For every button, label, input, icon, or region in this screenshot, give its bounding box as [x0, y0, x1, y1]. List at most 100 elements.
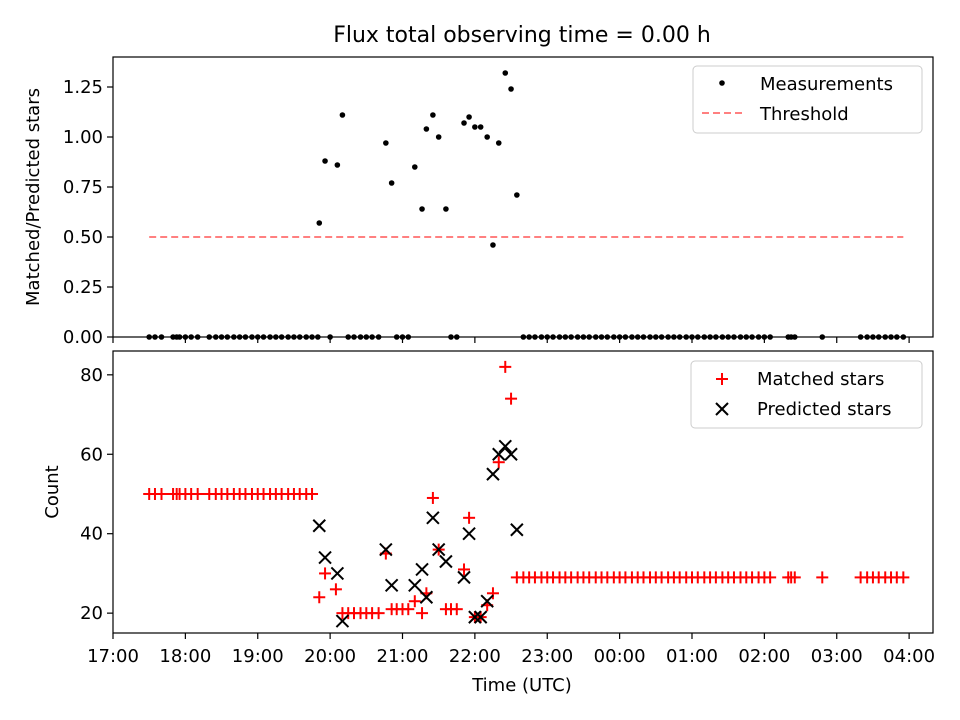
matched-star-point: [155, 487, 168, 500]
matched-legend-marker: [716, 373, 728, 385]
top-y-tick-label: 1.00: [63, 127, 103, 148]
bottom-x-tick-label: 18:00: [159, 646, 211, 667]
measurement-point: [412, 164, 418, 170]
predicted-star-point: [480, 594, 494, 608]
matched-star-point: [505, 392, 518, 405]
bottom-y-tick-label: 40: [80, 524, 103, 545]
matched-star-point: [402, 603, 415, 616]
predicted-star-point: [473, 610, 488, 624]
bottom-x-tick-label: 00:00: [594, 646, 646, 667]
matched-star-point: [499, 360, 512, 373]
measurement-point: [383, 140, 389, 146]
measurement-point: [514, 192, 520, 198]
top-plot-area: 0.00 0.25 0.50 0.75 1.00 1.25 Matched/Predict…: [23, 56, 934, 348]
matched-star-point: [408, 595, 421, 608]
matched-star-point: [463, 511, 476, 524]
matched-star-point: [450, 603, 463, 616]
matched-star-point: [486, 587, 499, 600]
measurement-point: [443, 206, 449, 212]
measurement-point: [388, 180, 395, 186]
top-chart-title: Flux total observing time = 0.00 h: [333, 23, 711, 48]
matched-star-point: [372, 607, 385, 620]
predicted-star-point: [439, 554, 453, 569]
matched-star-point: [191, 487, 204, 500]
predicted-star-point: [419, 590, 434, 604]
predicted-star-point: [462, 526, 476, 541]
matched-star-point: [313, 591, 326, 604]
legend-measurements: Measurements: [760, 74, 893, 95]
top-y-tick-label: 0.50: [63, 227, 103, 248]
top-y-axis-label: Matched/Predicted stars: [23, 88, 44, 306]
matched-star-point: [426, 491, 439, 504]
predicted-star-point: [457, 570, 471, 585]
bottom-plot-area: 20 40 60 80 17:00 18:00 19:00 20:00 21:00 22:00 2…: [42, 350, 935, 696]
bottom-x-tick-label: 17:00: [87, 646, 139, 667]
predicted-star-point: [318, 550, 332, 565]
bottom-x-tick-label: 23:00: [521, 646, 573, 667]
measurement-point: [502, 70, 509, 76]
predicted-star-point: [486, 467, 500, 481]
top-y-tick-label: 0.00: [63, 327, 103, 348]
predicted-star-point: [504, 447, 518, 461]
matched-star-point: [897, 571, 910, 584]
bottom-x-tick-label: 20:00: [304, 646, 356, 667]
bottom-x-tick-label: 19:00: [232, 646, 284, 667]
measurement-point: [423, 126, 430, 132]
predicted-star-point: [492, 447, 506, 461]
bottom-y-tick-label: 80: [80, 365, 103, 386]
predicted-star-point: [330, 566, 345, 581]
measurement-point: [490, 242, 496, 248]
bottom-legend: Matched stars Predicted stars: [690, 360, 923, 429]
measurement-point: [472, 124, 478, 130]
measurement-point: [339, 112, 346, 118]
predicted-legend-marker: [715, 402, 729, 416]
measurement-point: [316, 220, 323, 226]
matched-star-point: [319, 567, 332, 580]
predicted-star-point: [431, 542, 446, 557]
legend-threshold: Threshold: [759, 104, 849, 125]
matched-star-point: [764, 571, 777, 584]
bottom-y-axis-label: Count: [42, 465, 63, 518]
predicted-star-point: [426, 511, 440, 525]
measurement-point: [466, 114, 472, 120]
measurement-point: [435, 134, 442, 140]
measurement-point: [334, 162, 341, 168]
bottom-y-tick-label: 60: [80, 444, 103, 465]
measurement-point: [495, 140, 502, 146]
legend-predicted-stars: Predicted stars: [757, 399, 891, 420]
predicted-star-point: [384, 578, 399, 593]
bottom-x-tick-label: 22:00: [449, 646, 501, 667]
measurement-point: [477, 124, 484, 130]
top-y-tick-label: 0.25: [63, 277, 103, 298]
matched-star-point: [416, 607, 429, 620]
predicted-star-point: [408, 578, 422, 593]
matched-star-point: [458, 563, 471, 576]
predicted-star-point: [415, 562, 429, 577]
bottom-y-tick-label: 20: [80, 603, 103, 624]
measurement-point: [484, 134, 490, 140]
bottom-x-tick-label: 03:00: [811, 646, 863, 667]
bottom-x-tick-label: 04:00: [883, 646, 935, 667]
bottom-axes-frame: [112, 350, 934, 634]
measurements-legend-marker: [719, 80, 725, 86]
predicted-star-point: [498, 439, 512, 454]
bottom-x-axis-label: Time (UTC): [471, 675, 572, 696]
matched-star-point: [816, 571, 829, 584]
measurement-point: [322, 158, 328, 164]
measurement-point: [419, 206, 425, 212]
top-y-tick-label: 0.75: [63, 177, 103, 198]
matched-star-point: [492, 456, 505, 469]
bottom-x-tick-label: 21:00: [377, 646, 429, 667]
top-axes-frame: [112, 56, 934, 338]
measurement-point: [430, 112, 436, 118]
top-y-tick-label: 1.25: [63, 77, 103, 98]
bottom-x-tick-label: 02:00: [738, 646, 790, 667]
predicted-star-point: [335, 614, 350, 628]
legend-matched-stars: Matched stars: [757, 369, 884, 390]
predicted-star-point: [379, 542, 393, 557]
predicted-star-point: [510, 523, 524, 537]
predicted-star-point: [468, 610, 482, 624]
matched-star-point: [788, 571, 801, 584]
predicted-star-point: [312, 519, 326, 533]
